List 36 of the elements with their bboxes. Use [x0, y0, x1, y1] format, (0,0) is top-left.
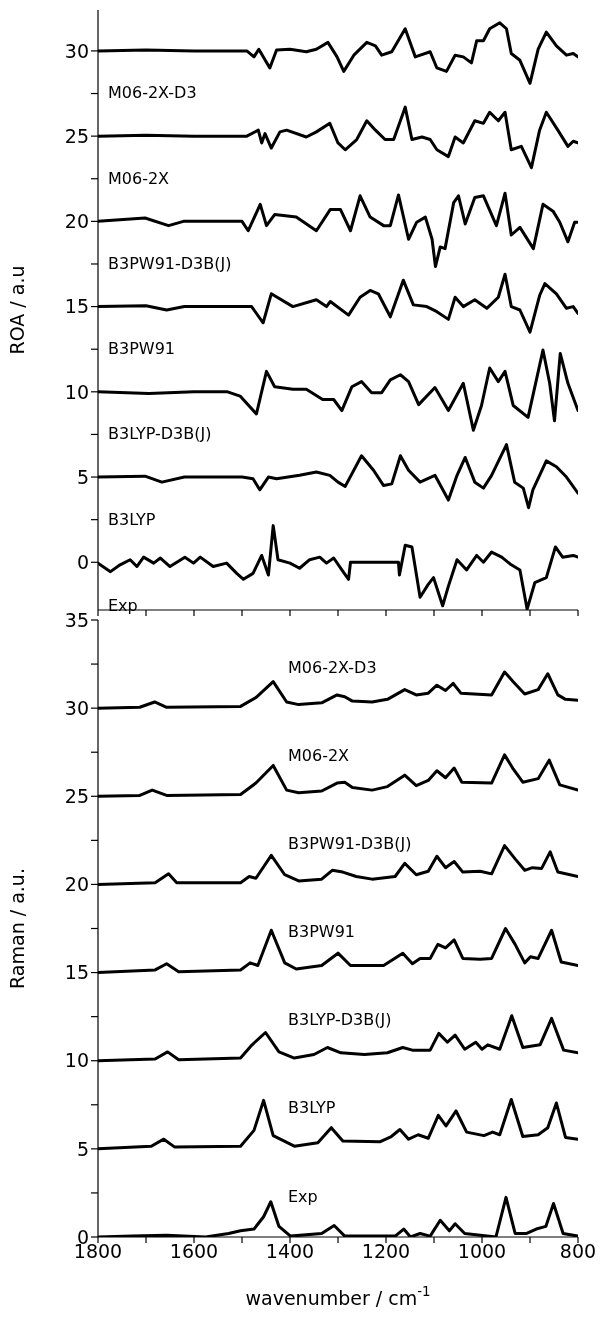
y-tick-label: 30: [64, 696, 89, 719]
series-label: Exp: [108, 595, 138, 615]
series-label: M06-2X-D3: [288, 657, 377, 677]
y-tick-label: 20: [64, 210, 89, 233]
y-axis-title: ROA / a.u: [5, 265, 28, 355]
series-label: B3PW91-D3B(J): [288, 833, 412, 853]
series-label: B3PW91: [108, 339, 175, 359]
text: M06-2X: [108, 168, 170, 188]
series-label: B3PW91: [288, 922, 355, 942]
y-axis-title: Raman / a.u.: [5, 868, 28, 989]
text: M06-2X-D3: [108, 83, 197, 103]
series-label: Exp: [288, 1186, 318, 1206]
x-tick-label: 800: [559, 1240, 597, 1263]
y-tick-label: 20: [64, 873, 89, 896]
x-tick-label: 1400: [265, 1240, 315, 1263]
y-tick-label: 10: [64, 380, 89, 403]
series-label: B3PW91-D3B(J): [108, 253, 232, 273]
series-label: B3LYP-D3B(J): [288, 1010, 392, 1030]
y-tick-label: 0: [76, 551, 89, 574]
series-label: B3LYP: [288, 1098, 336, 1118]
y-tick-label: 15: [64, 961, 89, 984]
y-tick-label: 30: [64, 39, 89, 62]
y-tick-label: 15: [64, 295, 89, 318]
series-label: B3LYP: [108, 509, 156, 529]
series-label: M06-2X: [288, 745, 350, 765]
y-tick-label: 5: [76, 465, 89, 488]
text: B3LYP-D3B(J): [108, 424, 212, 444]
y-tick-label: 25: [64, 124, 89, 147]
y-tick-label: 25: [64, 785, 89, 808]
y-tick-label: 35: [64, 608, 89, 631]
y-tick-label: 5: [76, 1137, 89, 1160]
x-tick-label: 1000: [457, 1240, 507, 1263]
x-tick-label: 1200: [361, 1240, 411, 1263]
x-tick-label: 1600: [169, 1240, 219, 1263]
x-axis-title: wavenumber / cm$^{-1}$: [245, 1283, 431, 1309]
y-tick-label: 10: [64, 1049, 89, 1072]
